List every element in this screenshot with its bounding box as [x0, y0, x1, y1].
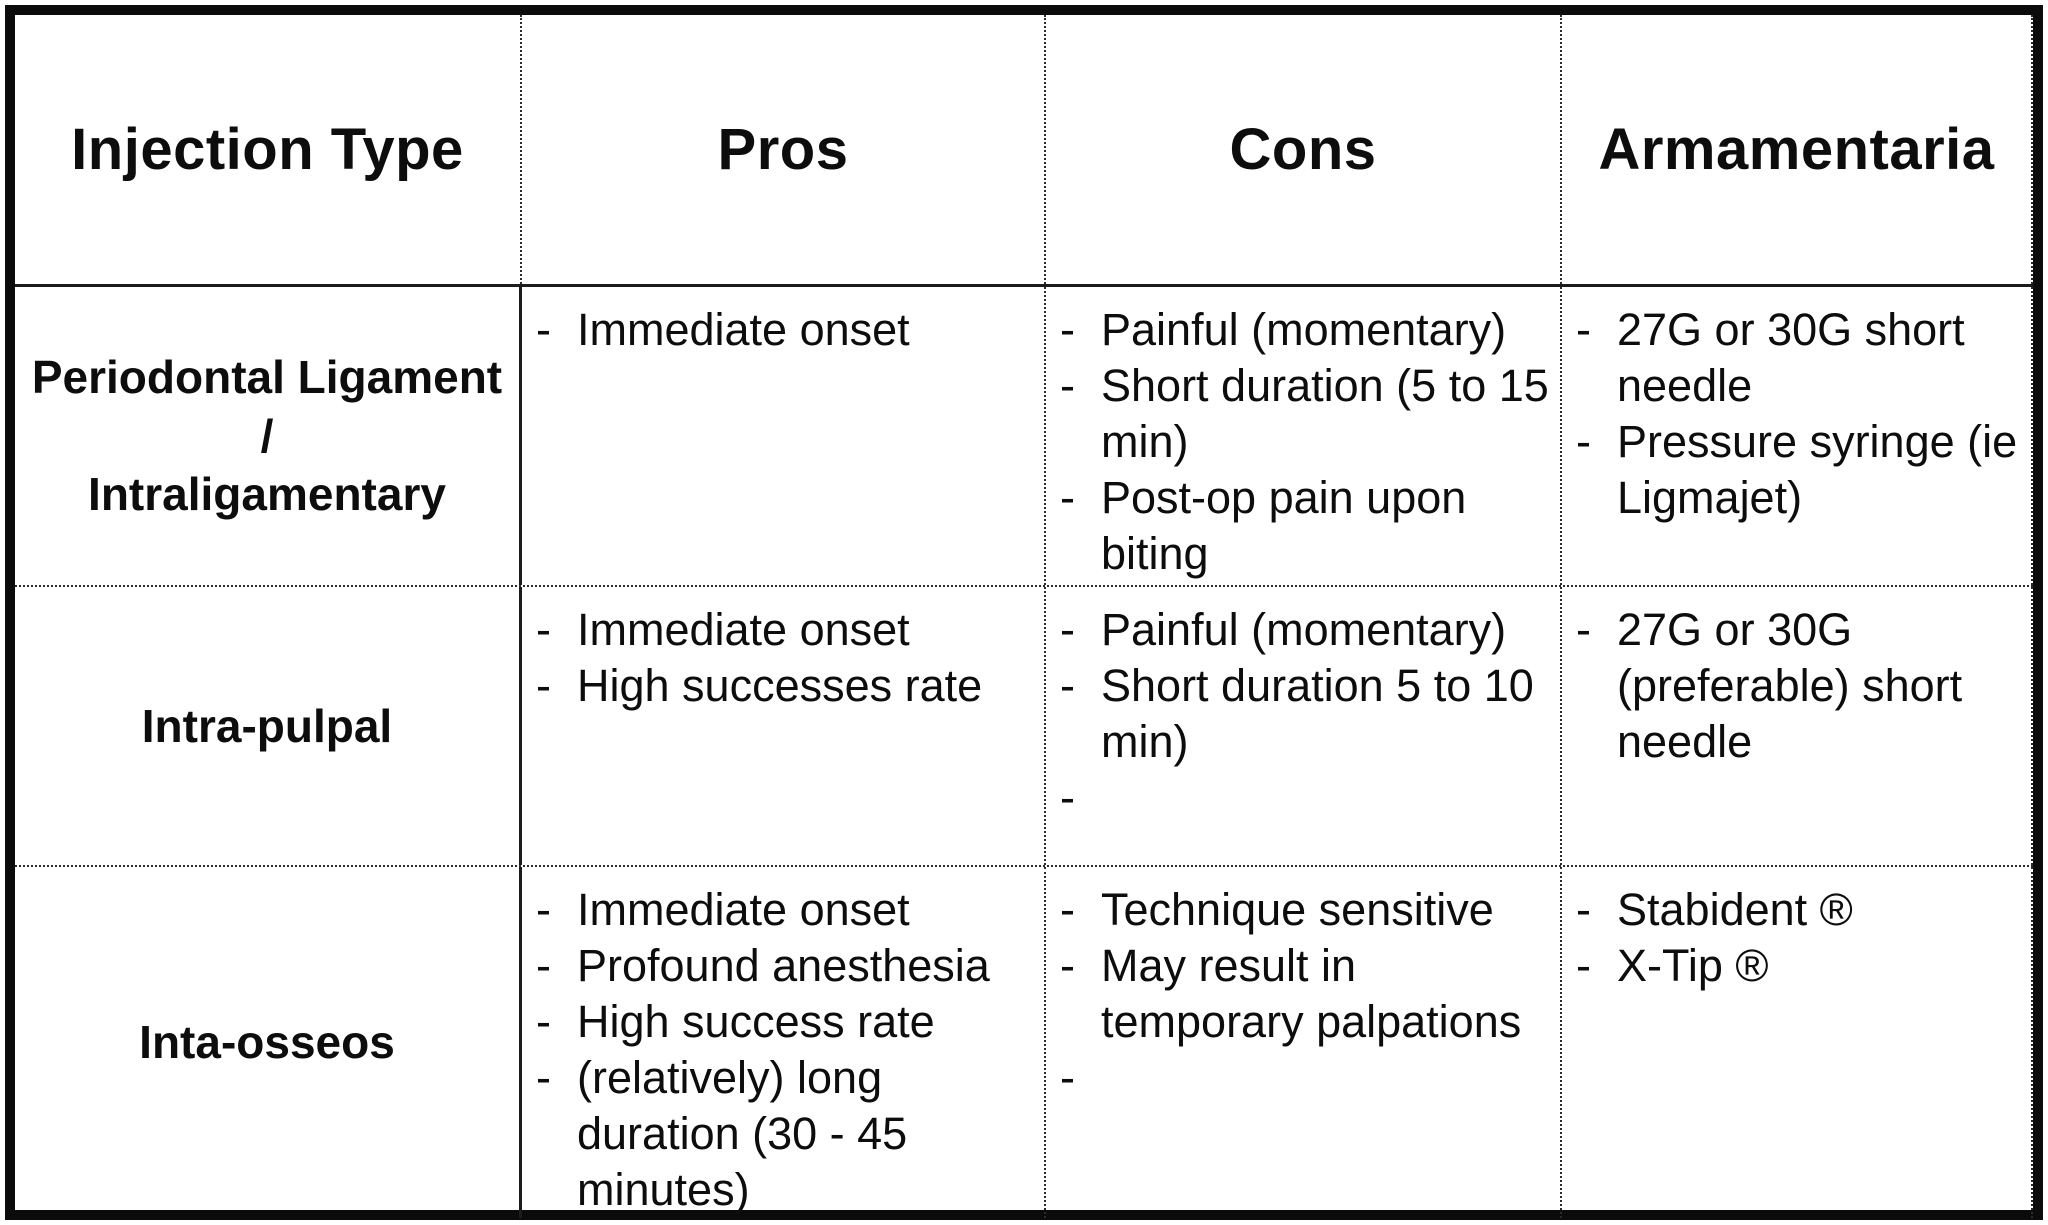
- cell-pros: - Immediate onset - Profound anesthesia - Hig…: [522, 867, 1046, 1218]
- list-item: - High successes rate: [536, 658, 1036, 714]
- list-item: - Painful (momentary): [1060, 602, 1552, 658]
- list-item-text: Short duration 5 to 10 min): [1101, 660, 1534, 767]
- pros-list: - Immediate onset - High successes rate: [536, 602, 1036, 714]
- list-item-text: X-Tip ®: [1617, 940, 1769, 991]
- list-item-text: 27G or 30G (preferable) short needle: [1617, 604, 1963, 767]
- bullet-dash: -: [1060, 472, 1075, 523]
- list-item: -27G or 30G (preferable) short needle: [1576, 602, 2023, 770]
- list-item-text: Short duration (5 to 15 min): [1101, 360, 1549, 467]
- list-item-text: Pressure syringe (ie Ligmajet): [1617, 416, 2018, 523]
- list-item-text: Technique sensitive: [1101, 884, 1494, 935]
- bullet-dash: -: [1060, 772, 1075, 823]
- bullet-dash: -: [1060, 360, 1075, 411]
- list-item: - X-Tip ®: [1576, 938, 2023, 994]
- bullet-dash: -: [536, 1052, 551, 1103]
- list-item: - (relatively) long duration (30 - 45 min…: [536, 1050, 1036, 1218]
- bullet-dash: -: [1576, 940, 1591, 991]
- list-item-text: Immediate onset: [577, 304, 910, 355]
- list-item-text: High successes rate: [577, 660, 983, 711]
- list-item: - Post-op pain upon biting: [1060, 470, 1552, 582]
- bullet-dash: -: [1060, 604, 1075, 655]
- list-item: - Immediate onset: [536, 602, 1036, 658]
- list-item: - Short duration (5 to 15 min): [1060, 358, 1552, 470]
- list-item-text: Immediate onset: [577, 884, 910, 935]
- cell-armamentaria: - Stabident ® - X-Tip ®: [1562, 867, 2033, 1218]
- cons-list: - Painful (momentary) - Short duration (5 t…: [1060, 302, 1552, 582]
- list-item-text: Stabident ®: [1617, 884, 1853, 935]
- list-item: - Immediate onset: [536, 882, 1036, 938]
- cons-list: - Technique sensitive - May result in tempo…: [1060, 882, 1552, 1103]
- bullet-dash: -: [1060, 660, 1075, 711]
- list-item: -27G or 30G short needle: [1576, 302, 2023, 414]
- list-item-text: Painful (momentary): [1101, 604, 1507, 655]
- bullet-dash: -: [1060, 884, 1075, 935]
- bullet-dash: -: [536, 996, 551, 1047]
- header-cell-injection-type: Injection Type: [15, 15, 522, 284]
- header-cell-pros: Pros: [522, 15, 1046, 284]
- table-row: Inta-osseos - Immediate onset - Profound an…: [15, 865, 2033, 1218]
- cell-armamentaria: -27G or 30G short needle - Pressure syring…: [1562, 287, 2033, 585]
- armamentaria-list: -27G or 30G (preferable) short needle: [1576, 602, 2023, 770]
- list-item-text: High success rate: [577, 996, 935, 1047]
- cell-armamentaria: -27G or 30G (preferable) short needle: [1562, 587, 2033, 865]
- list-item-text: Painful (momentary): [1101, 304, 1507, 355]
- cell-pros: - Immediate onset: [522, 287, 1046, 585]
- armamentaria-list: - Stabident ® - X-Tip ®: [1576, 882, 2023, 994]
- bullet-dash: -: [1576, 884, 1591, 935]
- list-item: - Stabident ®: [1576, 882, 2023, 938]
- cell-cons: - Painful (momentary) - Short duration 5 to…: [1046, 587, 1562, 865]
- header-cell-armamentaria: Armamentaria: [1562, 15, 2033, 284]
- bullet-dash: -: [1060, 940, 1075, 991]
- list-item: - Painful (momentary): [1060, 302, 1552, 358]
- armamentaria-list: -27G or 30G short needle - Pressure syring…: [1576, 302, 2023, 526]
- table-row: Intra-pulpal - Immediate onset - High succe…: [15, 585, 2033, 865]
- bullet-dash: -: [536, 304, 551, 355]
- cell-cons: - Painful (momentary) - Short duration (5 t…: [1046, 287, 1562, 585]
- pros-list: - Immediate onset: [536, 302, 1036, 358]
- list-item: - Immediate onset: [536, 302, 1036, 358]
- list-item-text: May result in temporary palpations: [1101, 940, 1522, 1047]
- row-label-intra-pulpal: Intra-pulpal: [15, 587, 522, 865]
- list-item: - May result in temporary palpations: [1060, 938, 1552, 1050]
- bullet-dash: -: [1576, 304, 1591, 355]
- bullet-dash: -: [1576, 604, 1591, 655]
- list-item: - Technique sensitive: [1060, 882, 1552, 938]
- list-item-text: (relatively) long duration (30 - 45 minu…: [577, 1052, 908, 1215]
- list-item-text: Immediate onset: [577, 604, 910, 655]
- bullet-dash: -: [536, 940, 551, 991]
- bullet-dash: -: [1060, 304, 1075, 355]
- injection-types-table: Injection Type Pros Cons Armamentaria Pe…: [5, 5, 2043, 1220]
- bullet-dash: -: [536, 604, 551, 655]
- bullet-dash: -: [1576, 416, 1591, 467]
- pros-list: - Immediate onset - Profound anesthesia - Hig…: [536, 882, 1036, 1218]
- bullet-dash: -: [536, 660, 551, 711]
- cell-pros: - Immediate onset - High successes rate: [522, 587, 1046, 865]
- list-item-text: Profound anesthesia: [577, 940, 990, 991]
- bullet-dash: -: [1060, 1052, 1075, 1103]
- list-item: - High success rate: [536, 994, 1036, 1050]
- table-header-row: Injection Type Pros Cons Armamentaria: [15, 15, 2033, 287]
- list-item-text: 27G or 30G short needle: [1617, 304, 1965, 411]
- cell-cons: - Technique sensitive - May result in tempo…: [1046, 867, 1562, 1218]
- list-item: - Short duration 5 to 10 min): [1060, 658, 1552, 770]
- cons-list: - Painful (momentary) - Short duration 5 to…: [1060, 602, 1552, 823]
- header-cell-cons: Cons: [1046, 15, 1562, 284]
- table-row: Periodontal Ligament / Intraligamentary …: [15, 287, 2033, 585]
- list-item: - Pressure syringe (ie Ligmajet): [1576, 414, 2023, 526]
- row-label-inta-osseos: Inta-osseos: [15, 867, 522, 1218]
- list-item-text: Post-op pain upon biting: [1101, 472, 1467, 579]
- row-label-periodontal-ligament: Periodontal Ligament / Intraligamentary: [15, 287, 522, 585]
- list-item: - Profound anesthesia: [536, 938, 1036, 994]
- bullet-dash: -: [536, 884, 551, 935]
